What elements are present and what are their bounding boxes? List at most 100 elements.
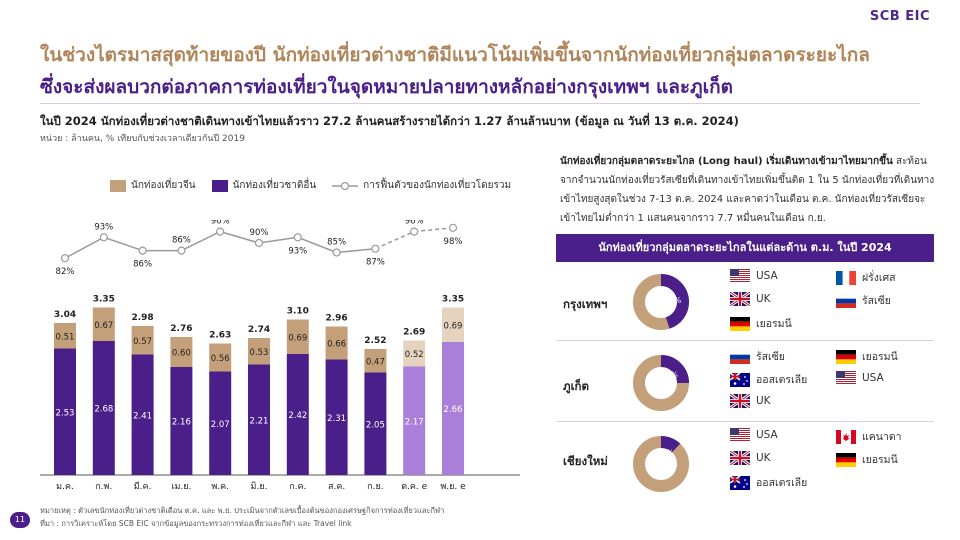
legend-swatch-chinese (110, 179, 126, 192)
x-tick-label: ต.ค. e (401, 482, 427, 492)
row-separator (556, 340, 934, 341)
data-label-chinese: 0.56 (211, 354, 230, 364)
flag-uk-icon (730, 451, 750, 465)
data-label-total: 3.35 (442, 295, 464, 305)
country-item-phuket: รัสเซีย (730, 348, 785, 365)
brand-logo: SCB EIC (869, 9, 930, 24)
data-label-total: 3.04 (54, 310, 76, 320)
long-haul-table-header: นักท่องเที่ยวกลุ่มตลาดระยะไกลในแต่ละด้าน… (556, 234, 934, 262)
bar-chinese (170, 337, 193, 367)
country-label: UK (756, 452, 771, 464)
data-label-total: 2.69 (403, 328, 425, 338)
flag-de-icon (836, 349, 856, 364)
data-label-chinese: 0.67 (94, 321, 113, 331)
country-label: รัสเซีย (756, 351, 785, 363)
country-label: เยอรมนี (862, 351, 898, 363)
chart-legend: นักท่องเที่ยวจีน นักท่องเที่ยวชาติอื่น ก… (110, 178, 511, 193)
country-item-bangkok: รัสเซีย (836, 292, 891, 309)
chart-subtitle: ในปี 2024 นักท่องเที่ยวต่างชาติเดินทางเข… (40, 114, 739, 128)
donut-pct-label: 45% (665, 296, 682, 305)
country-item-bangkok: UK (730, 292, 771, 306)
recovery-line-segment (181, 230, 221, 252)
bar-chinese (286, 319, 309, 354)
data-label-total: 2.76 (170, 324, 192, 334)
data-label-others: 2.53 (56, 408, 75, 418)
long-haul-description-rest: สะท้อนจากจำนวนนักท่องเที่ยวรัสเซียที่เดิ… (560, 156, 935, 224)
flag-uk-icon (730, 292, 750, 306)
recovery-point (410, 227, 419, 236)
recovery-point (332, 248, 341, 257)
recovery-label: 87% (366, 258, 385, 268)
recovery-label: 82% (56, 267, 75, 277)
bar-chinese (54, 323, 76, 349)
legend-item-others: นักท่องเที่ยวชาติอื่น (211, 178, 317, 193)
legend-label-chinese: นักท่องเที่ยวจีน (131, 180, 196, 191)
bar-others (92, 341, 115, 475)
flag-fr-icon (836, 270, 856, 285)
country-label: รัสเซีย (862, 295, 891, 307)
country-label: USA (862, 372, 884, 384)
footnote-source: ที่มา : การวิเคราะห์โดย SCB EIC จากข้อมู… (40, 519, 352, 528)
long-haul-description-bold: นักท่องเที่ยวกลุ่มตลาดระยะไกล (Long haul… (560, 156, 893, 167)
bar-chinese (364, 349, 387, 373)
bar-chinese (92, 307, 115, 341)
flag-de-icon (730, 316, 750, 331)
data-label-others: 2.05 (366, 420, 385, 430)
flag-us-icon (836, 371, 856, 385)
recovery-line-segment (219, 230, 260, 244)
country-item-chiangmai: เยอรมนี (836, 451, 898, 468)
bar-others (248, 364, 270, 475)
bar-chinese (131, 326, 154, 355)
bar-others (325, 359, 348, 475)
country-item-chiangmai: UK (730, 451, 771, 465)
country-item-phuket: เยอรมนี (836, 348, 898, 365)
flag-us-icon (730, 428, 750, 442)
recovery-point (216, 227, 225, 236)
data-label-chinese: 0.52 (405, 350, 424, 360)
data-label-chinese: 0.60 (172, 349, 191, 359)
footnote: หมายเหตุ : ตัวเลขนักท่องเที่ยวต่างชาติเด… (40, 504, 444, 530)
city-label-bangkok: กรุงเทพฯ (563, 297, 608, 311)
data-label-chinese: 0.69 (444, 321, 463, 331)
row-separator (556, 421, 934, 422)
recovery-point (99, 233, 108, 242)
recovery-label: 86% (172, 236, 191, 246)
city-label-chiangmai: เชียงใหม่ (563, 454, 608, 468)
bar-chinese (248, 338, 270, 365)
x-tick-label: ม.ค. (56, 482, 74, 492)
data-label-others: 2.41 (133, 411, 152, 421)
country-item-chiangmai: USA (730, 428, 778, 442)
long-haul-description: นักท่องเที่ยวกลุ่มตลาดระยะไกล (Long haul… (560, 152, 940, 228)
country-item-chiangmai: แคนาดา (836, 428, 902, 445)
page-title-line2: ซึ่งจะส่งผลบวกต่อภาคการท่องเที่ยวในจุดหม… (40, 76, 733, 98)
x-tick-label: ก.ค. (289, 482, 306, 492)
donut-chiangmai: 12% (633, 436, 689, 492)
recovery-point (254, 238, 264, 248)
data-label-others: 2.42 (288, 411, 307, 421)
country-label: เยอรมนี (756, 318, 792, 330)
footnote-note: หมายเหตุ : ตัวเลขนักท่องเที่ยวต่างชาติเด… (40, 506, 445, 515)
bar-others (442, 342, 464, 475)
data-label-total: 2.96 (325, 314, 347, 324)
legend-item-recovery: การฟื้นตัวของนักท่องเที่ยวโดยรวม (332, 178, 511, 193)
bar-chinese (403, 340, 426, 367)
recovery-label: 93% (288, 246, 307, 256)
tourist-arrivals-chart: 2.53 0.51 3.04 ม.ค. 2.68 0.67 3.35 ก.พ. 2.41 0.57… (40, 220, 520, 492)
bar-others (131, 354, 154, 475)
country-item-bangkok: ฝรั่งเศส (836, 269, 896, 286)
page-number: 11 (10, 512, 30, 528)
recovery-point (371, 244, 380, 253)
recovery-label: 90% (250, 228, 269, 238)
recovery-label: 85% (327, 238, 346, 248)
bar-others (403, 366, 426, 475)
flag-ru-icon (836, 293, 856, 308)
data-label-chinese: 0.51 (56, 332, 75, 342)
city-label-phuket: ภูเก็ต (563, 379, 589, 393)
x-tick-label: ก.พ. (95, 482, 112, 492)
data-label-total: 3.10 (287, 307, 309, 317)
x-tick-label: พ.ค. (211, 482, 229, 492)
donut-pct-label: 12% (657, 449, 674, 458)
recovery-label: 96% (211, 220, 230, 227)
legend-label-others: นักท่องเที่ยวชาติอื่น (232, 180, 317, 191)
data-label-total: 2.52 (364, 336, 386, 346)
